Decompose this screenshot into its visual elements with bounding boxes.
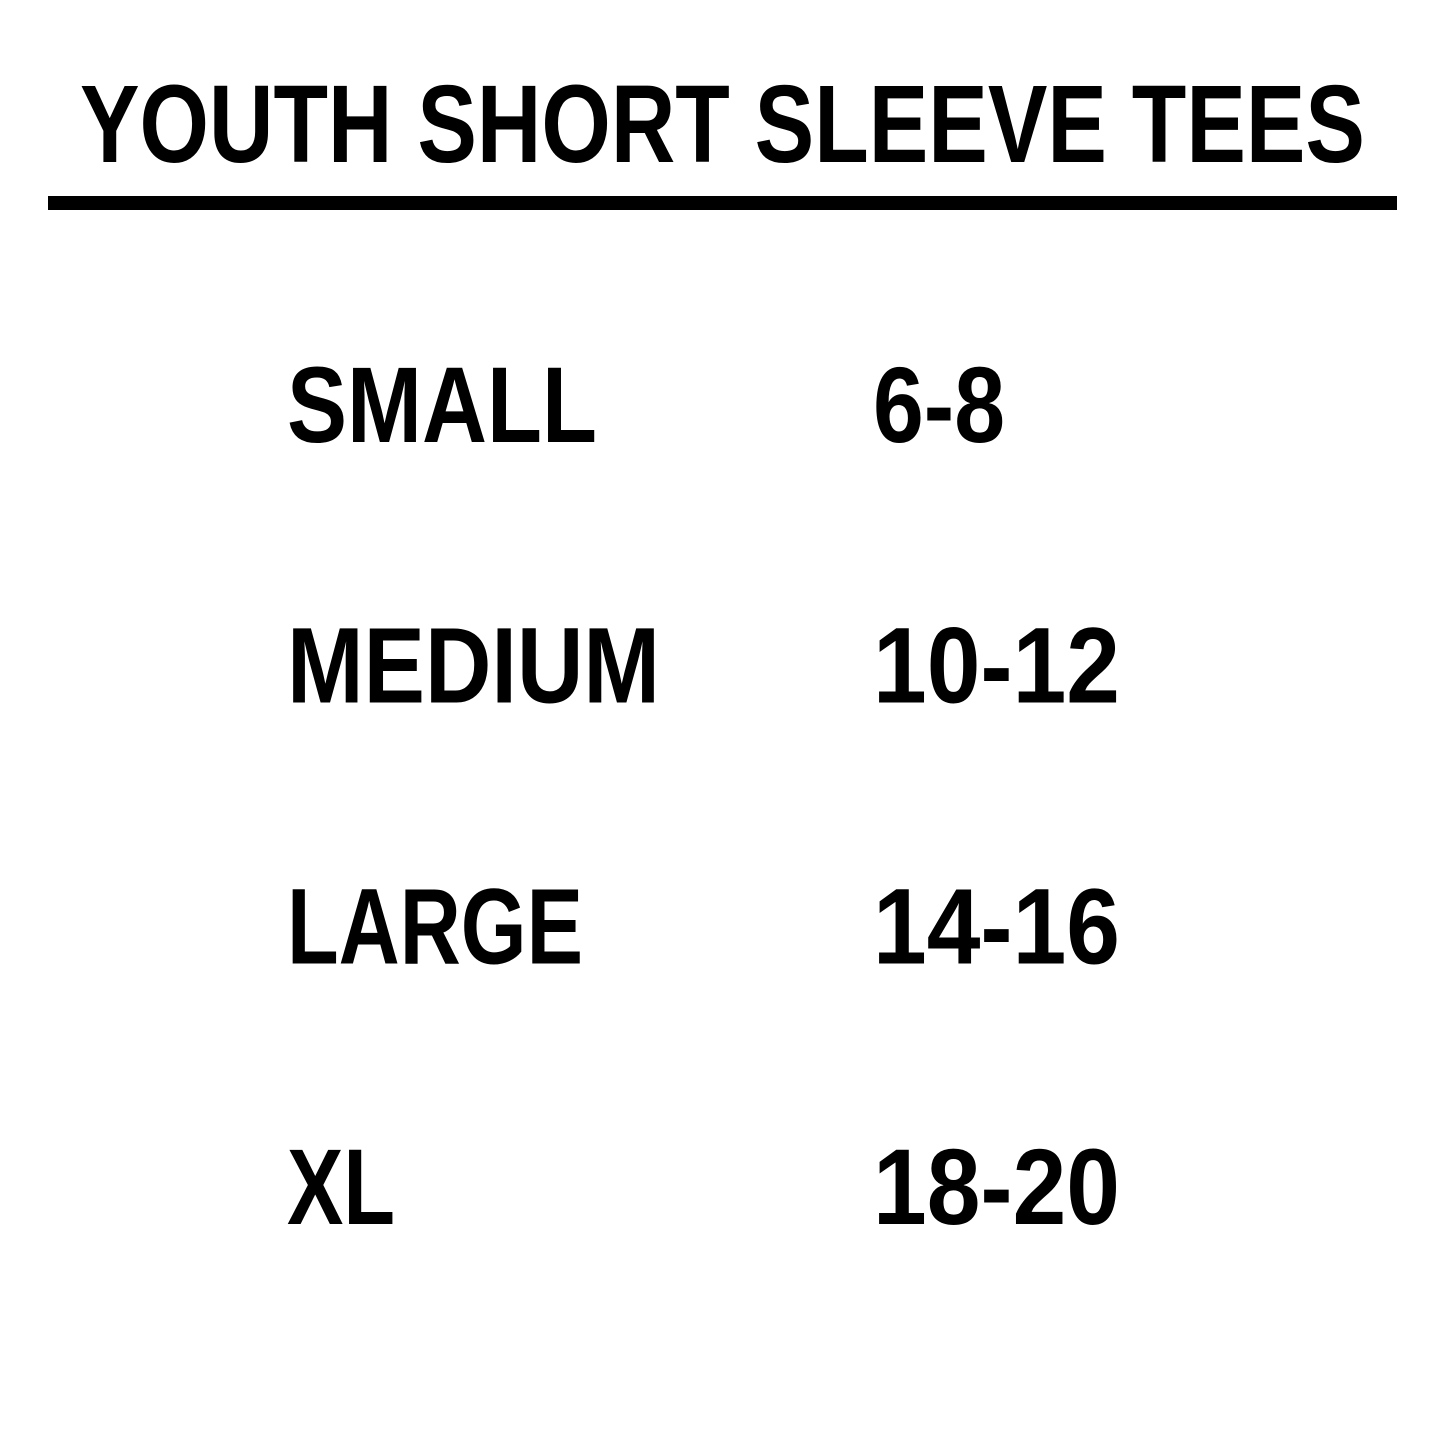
size-name: LARGE <box>287 865 583 986</box>
size-name: XL <box>287 1126 395 1247</box>
title-rule <box>48 196 1397 210</box>
size-range: 18-20 <box>873 1126 1120 1247</box>
title: YOUTH SHORT SLEEVE TEES <box>80 63 1365 186</box>
size-name: MEDIUM <box>287 605 660 726</box>
size-range: 14-16 <box>873 865 1120 986</box>
size-name: SMALL <box>287 344 597 465</box>
size-table: SMALL 6-8 MEDIUM 10-12 LARGE 14-16 XL 18-20 <box>287 344 1120 1247</box>
size-range: 6-8 <box>873 344 1005 465</box>
size-range: 10-12 <box>873 605 1120 726</box>
